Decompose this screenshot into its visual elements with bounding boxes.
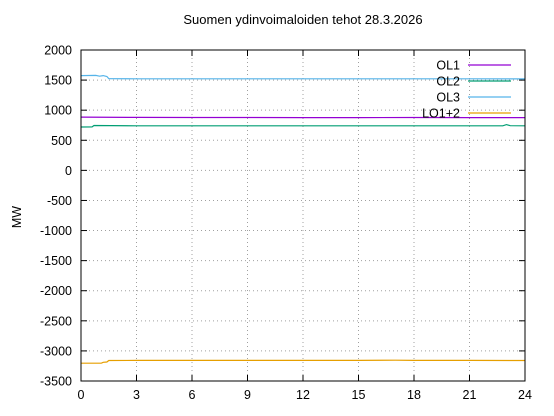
y-tick-label: 0 <box>65 164 72 178</box>
y-tick-label: -500 <box>47 194 72 208</box>
y-tick-label: -3000 <box>40 344 72 358</box>
x-tick-label: 24 <box>518 388 532 402</box>
chart-title: Suomen ydinvoimaloiden tehot 28.3.2026 <box>183 12 422 27</box>
y-tick-label: -2000 <box>40 284 72 298</box>
series-line-ol2 <box>80 123 526 128</box>
x-tick-label: 3 <box>133 388 140 402</box>
series-line-ol3 <box>80 74 526 80</box>
x-tick-label: 18 <box>407 388 421 402</box>
y-tick-label: 1000 <box>44 104 72 118</box>
legend: OL1 OL2 OL3 LO1+2 <box>422 59 511 121</box>
y-tick-label: -1000 <box>40 224 72 238</box>
y-tick-label: 500 <box>51 134 72 148</box>
x-tick-label: 0 <box>78 388 85 402</box>
y-tick-label: -1500 <box>40 254 72 268</box>
y-tick-label: 2000 <box>44 44 72 58</box>
x-tick-label: 15 <box>352 388 366 402</box>
y-tick-label: -2500 <box>40 314 72 328</box>
series-line-ol1 <box>80 116 525 119</box>
x-tick-label: 21 <box>463 388 477 402</box>
legend-label-ol1: OL1 <box>436 59 460 73</box>
y-tick-label: -3500 <box>40 375 72 389</box>
axis-ticks: -3500 -3000 -2500 -2000 -1500 -1000 -500 0 500 10… <box>40 44 532 403</box>
legend-label-ol3: OL3 <box>436 91 460 105</box>
x-tick-label: 12 <box>296 388 310 402</box>
legend-label-lo1-2: LO1+2 <box>422 107 460 121</box>
series-lines <box>80 74 526 364</box>
x-tick-label: 9 <box>244 388 251 402</box>
y-axis-label: MW <box>10 206 24 228</box>
x-tick-label: 6 <box>189 388 196 402</box>
y-tick-label: 1500 <box>44 74 72 88</box>
series-line-lo1-2 <box>81 359 526 364</box>
legend-label-ol2: OL2 <box>436 75 460 89</box>
